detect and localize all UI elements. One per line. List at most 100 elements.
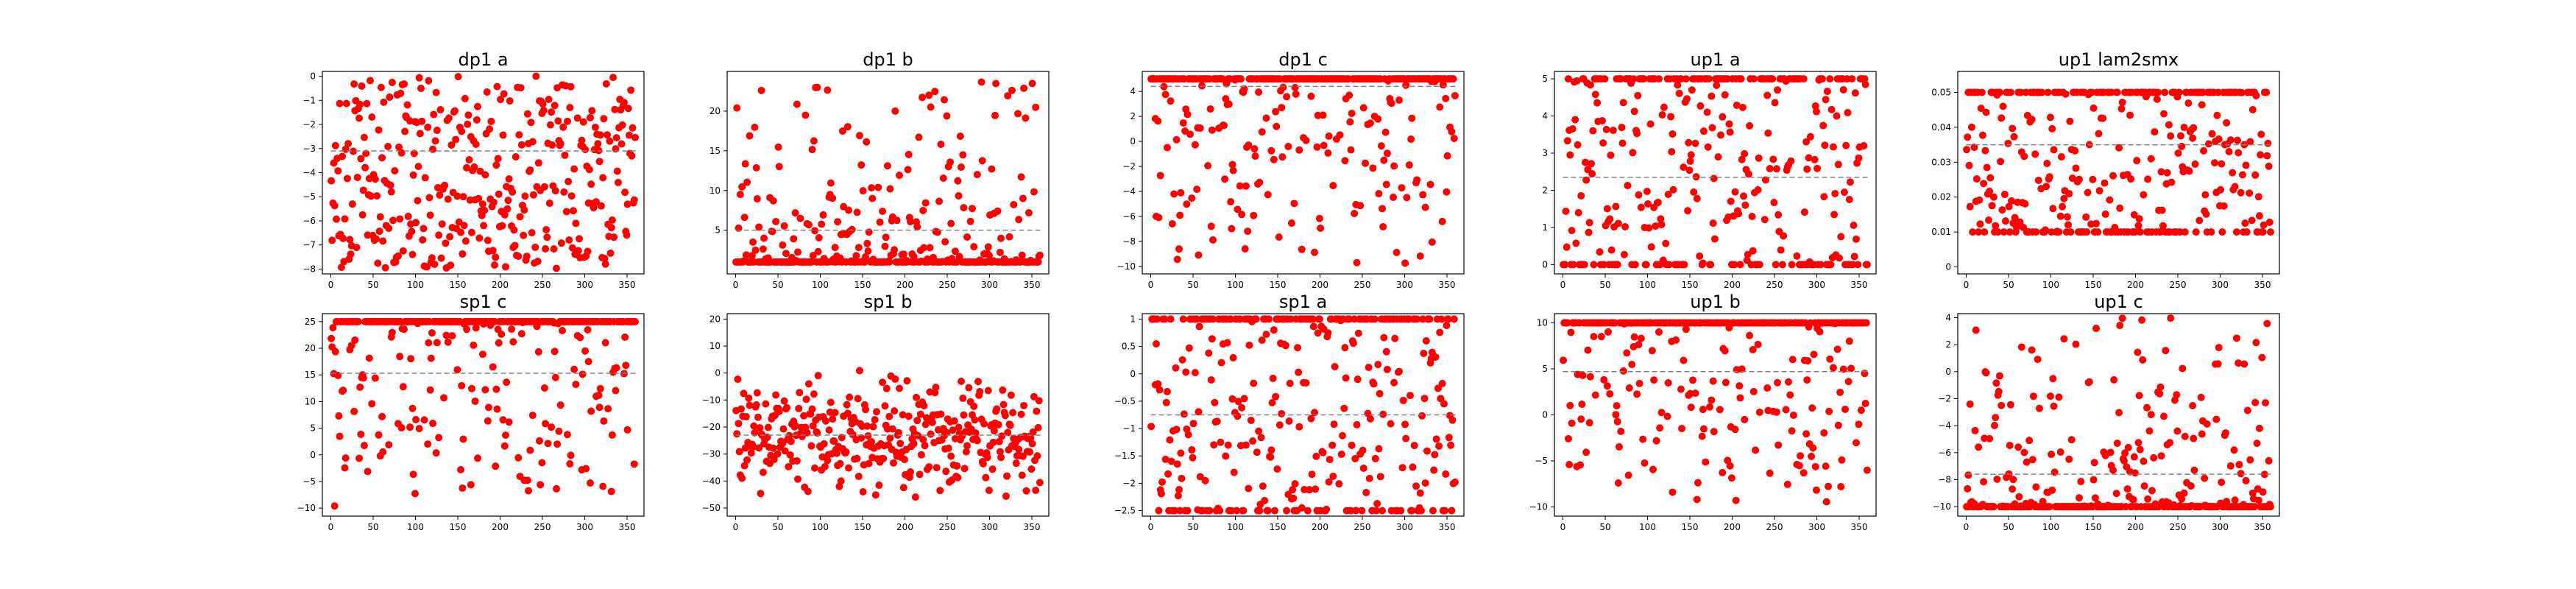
scatter-point (2127, 175, 2135, 183)
scatter-point (1370, 380, 1378, 388)
scatter-point (1637, 334, 1645, 342)
scatter-point (599, 174, 607, 182)
scatter-point (1345, 315, 1354, 323)
scatter-point (1606, 215, 1614, 223)
x-tick-label: 350 (619, 522, 636, 532)
scatter-point (1590, 261, 1598, 269)
scatter-point (539, 106, 548, 114)
scatter-point (631, 317, 639, 325)
scatter-point (1844, 378, 1853, 386)
scatter-point (2234, 136, 2242, 144)
scatter-point (2117, 105, 2126, 113)
scatter-point (1287, 315, 1295, 323)
scatter-point (567, 82, 575, 91)
scatter-point (531, 243, 539, 251)
scatter-point (2167, 132, 2175, 140)
scatter-point (1808, 404, 1816, 412)
scatter-point (1319, 111, 1327, 119)
scatter-point (411, 490, 419, 498)
scatter-point (1680, 356, 1688, 364)
scatter-point (579, 118, 587, 126)
scatter-point (1634, 91, 1642, 99)
scatter-point (2265, 162, 2273, 170)
scatter-point (831, 409, 839, 417)
scatter-point (495, 339, 503, 347)
x-tick-label: 250 (1354, 522, 1371, 532)
y-tick-label: −10 (1117, 261, 1136, 272)
scatter-point (2009, 124, 2017, 133)
scatter-point (2190, 124, 2198, 132)
scatter-point (863, 422, 871, 430)
scatter-point (1784, 378, 1792, 386)
scatter-point (1829, 143, 1837, 151)
scatter-point (1980, 180, 1988, 188)
scatter-point (968, 205, 976, 213)
scatter-point (1155, 507, 1163, 515)
scatter-point (1224, 441, 1232, 449)
scatter-point (802, 111, 810, 119)
y-tick-label: −10 (1933, 501, 1951, 512)
scatter-point (1168, 219, 1176, 228)
scatter-point (913, 417, 921, 425)
scatter-point (1009, 409, 1017, 417)
scatter-point (1619, 99, 1627, 107)
scatter-point (760, 234, 768, 242)
scatter-point (886, 185, 894, 193)
scatter-point (1390, 162, 1398, 170)
scatter-point (584, 247, 592, 255)
scatter-point (2246, 138, 2254, 146)
scatter-point (1147, 423, 1156, 431)
scatter-point (2157, 168, 2165, 176)
scatter-point (2045, 503, 2053, 511)
scatter-point (1722, 378, 1730, 387)
scatter-point (1281, 342, 1289, 350)
scatter-point (1826, 75, 1834, 83)
scatter-point (450, 107, 459, 115)
x-tick-label: 200 (492, 522, 509, 532)
scatter-point (1604, 328, 1613, 336)
scatter-point (623, 200, 631, 208)
scatter-point (2122, 503, 2130, 511)
scatter-point (1972, 326, 1980, 334)
scatter-point (360, 133, 368, 141)
scatter-point (769, 444, 777, 452)
scatter-point (2115, 409, 2123, 417)
scatter-point (1837, 233, 1845, 241)
x-tick-label: 150 (2085, 522, 2102, 532)
scatter-point (1176, 211, 1184, 219)
scatter-point (2248, 489, 2257, 497)
scatter-point (1251, 152, 1259, 161)
scatter-point (1022, 114, 1030, 122)
scatter-point (1811, 102, 1819, 110)
scatter-point (1635, 379, 1643, 387)
scatter-point (1629, 149, 1637, 157)
scatter-point (567, 451, 575, 459)
scatter-point (1650, 376, 1658, 384)
scatter-point (735, 420, 743, 428)
scatter-point (957, 163, 965, 172)
y-tick-label: −2.5 (1114, 506, 1136, 516)
scatter-point (1285, 417, 1293, 425)
scatter-point (2156, 228, 2165, 236)
scatter-point (2262, 88, 2271, 96)
scatter-point (1788, 356, 1797, 364)
x-tick-label: 50 (1187, 522, 1198, 532)
scatter-point (539, 100, 547, 108)
scatter-point (1713, 82, 1721, 90)
scatter-point (408, 228, 416, 236)
scatter-point (600, 417, 608, 425)
scatter-point (492, 462, 500, 470)
scatter-point (1027, 434, 1035, 442)
scatter-point (2189, 134, 2197, 142)
scatter-point (2143, 403, 2151, 412)
scatter-point (1398, 464, 1406, 472)
scatter-point (1348, 441, 1356, 449)
scatter-point (1989, 193, 1998, 201)
scatter-point (618, 121, 626, 129)
scatter-point (582, 465, 590, 473)
scatter-point (1374, 115, 1382, 123)
scatter-point (2218, 228, 2226, 236)
scatter-point (587, 180, 595, 188)
scatter-point (1774, 86, 1782, 94)
scatter-point (1797, 452, 1805, 460)
